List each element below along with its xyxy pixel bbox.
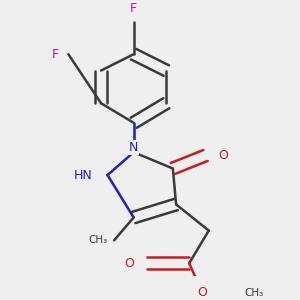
Text: F: F xyxy=(130,2,137,15)
Text: N: N xyxy=(129,141,138,154)
Text: F: F xyxy=(51,48,58,61)
Text: HN: HN xyxy=(74,169,93,182)
Text: O: O xyxy=(219,149,228,162)
Text: CH₃: CH₃ xyxy=(88,236,107,245)
Text: O: O xyxy=(197,286,207,299)
Text: CH₃: CH₃ xyxy=(245,288,264,298)
Text: O: O xyxy=(124,257,134,270)
